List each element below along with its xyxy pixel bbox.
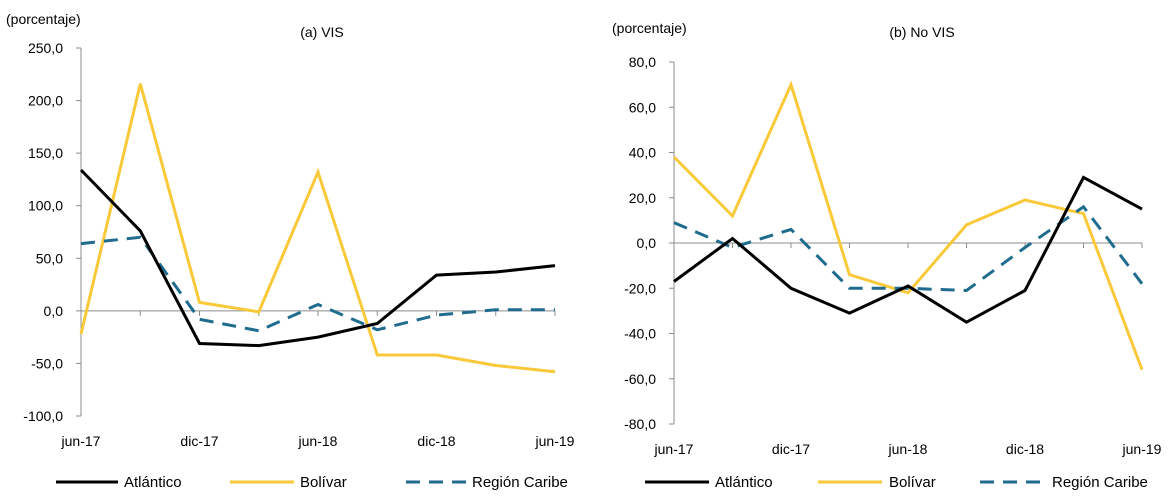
vis-unit-label: (porcentaje) xyxy=(6,11,81,27)
vis-y-tick-label: 150,0 xyxy=(28,145,63,161)
novis-y-tick-label: 80,0 xyxy=(629,54,656,70)
novis-legend-label-atlantico: Atlántico xyxy=(715,474,773,491)
vis-y-tick-label: -100,0 xyxy=(23,408,63,424)
novis-series-atlantico xyxy=(673,175,1143,324)
novis-y-tick-label: 20,0 xyxy=(629,190,656,206)
novis-x-tick-label: jun-17 xyxy=(654,441,694,457)
vis-x-tick-label: dic-18 xyxy=(417,433,455,449)
vis-legend-label-region-caribe: Región Caribe xyxy=(472,474,568,491)
vis-legend-label-atlantico: Atlántico xyxy=(124,474,182,491)
novis-series-bolivar xyxy=(672,80,1144,371)
vis-y-tick-label: 250,0 xyxy=(28,40,63,56)
vis-y-tick-label: -50,0 xyxy=(31,355,63,371)
novis-y-tick-label: -40,0 xyxy=(624,326,656,342)
novis-y-tick-label: -20,0 xyxy=(624,280,656,296)
vis-x-tick-label: jun-18 xyxy=(298,433,338,449)
vis-chart: (porcentaje) (a) VIS 250,0 200,0 150,0 100,0 5… xyxy=(6,11,575,449)
vis-y-tick-label: 200,0 xyxy=(28,93,63,109)
vis-x-tick-label: jun-19 xyxy=(535,433,575,449)
novis-legend: Atlántico Bolívar Región Caribe xyxy=(645,474,1148,491)
vis-y-tick-label: 100,0 xyxy=(28,198,63,214)
vis-legend: Atlántico Bolívar Región Caribe xyxy=(56,474,568,491)
novis-x-tick-label: jun-19 xyxy=(1122,441,1162,457)
novis-chart-title: (b) No VIS xyxy=(889,24,954,40)
vis-y-tick-label: 50,0 xyxy=(36,250,63,266)
novis-chart: (porcentaje) (b) No VIS 80,0 60,0 40,0 20,0 0,… xyxy=(612,20,1162,457)
novis-x-tick-label: dic-18 xyxy=(1006,441,1044,457)
vis-chart-title: (a) VIS xyxy=(300,24,344,40)
vis-series-atlantico xyxy=(79,168,556,348)
vis-x-tick-label: jun-17 xyxy=(61,433,101,449)
vis-y-tick-label: 0,0 xyxy=(44,303,64,319)
vis-legend-label-bolivar: Bolívar xyxy=(300,474,347,491)
novis-unit-label: (porcentaje) xyxy=(612,20,687,36)
novis-y-tick-label: 40,0 xyxy=(629,145,656,161)
novis-legend-label-bolivar: Bolívar xyxy=(889,474,936,491)
novis-y-tick-label: -80,0 xyxy=(624,416,656,432)
novis-y-tick-label: 0,0 xyxy=(637,235,657,251)
vis-series-bolivar xyxy=(79,83,556,374)
novis-y-tick-label: 60,0 xyxy=(629,99,656,115)
novis-x-tick-label: jun-18 xyxy=(888,441,928,457)
vis-series-region-caribe xyxy=(80,235,555,333)
novis-x-tick-label: dic-17 xyxy=(772,441,810,457)
novis-legend-label-region-caribe: Región Caribe xyxy=(1052,474,1148,491)
novis-y-tick-label: -60,0 xyxy=(624,371,656,387)
novis-series-region-caribe xyxy=(673,204,1144,293)
vis-x-tick-label: dic-17 xyxy=(180,433,218,449)
